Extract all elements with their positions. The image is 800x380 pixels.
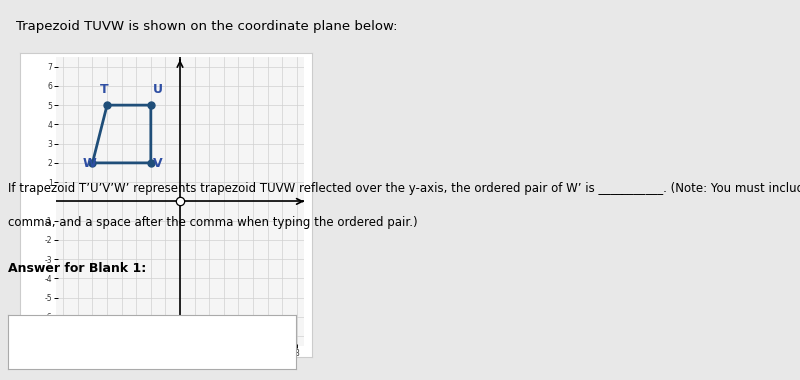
Text: T: T [100,84,108,97]
Text: Answer for Blank 1:: Answer for Blank 1: [8,262,146,275]
Text: Trapezoid TUVW is shown on the coordinate plane below:: Trapezoid TUVW is shown on the coordinat… [16,20,398,33]
Text: If trapezoid T’U’V’W’ represents trapezoid TUVW reflected over the y-axis, the o: If trapezoid T’U’V’W’ represents trapezo… [8,182,800,195]
Text: U: U [153,84,163,97]
Text: W: W [82,157,96,170]
Text: comma, and a space after the comma when typing the ordered pair.): comma, and a space after the comma when … [8,216,418,229]
Text: V: V [153,157,162,170]
